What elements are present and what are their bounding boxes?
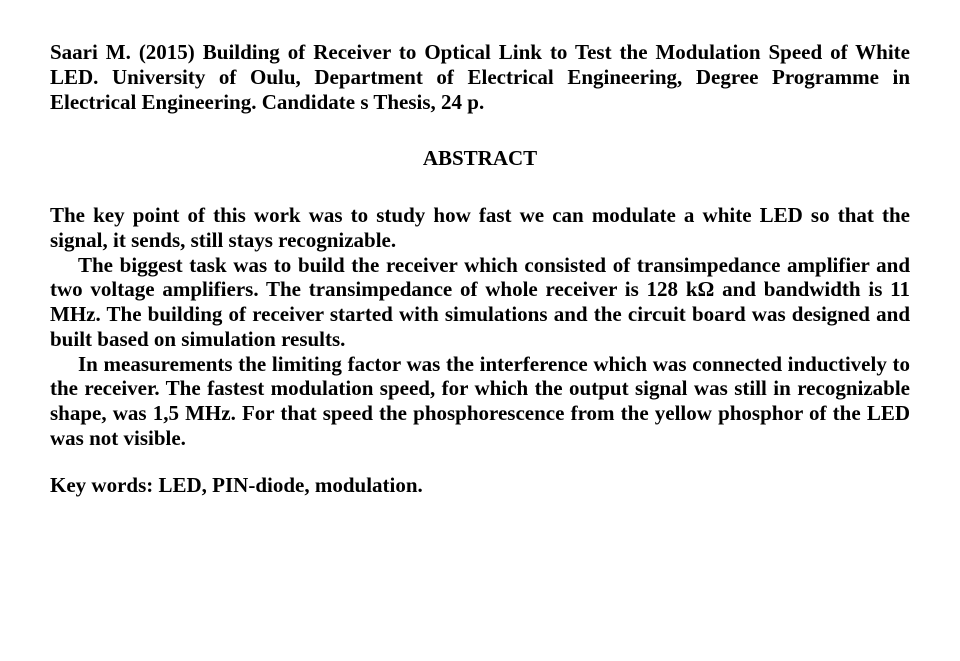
- abstract-paragraph-1: The key point of this work was to study …: [50, 203, 910, 253]
- abstract-paragraph-3: In measurements the limiting factor was …: [50, 352, 910, 451]
- keywords-line: Key words: LED, PIN-diode, modulation.: [50, 473, 910, 498]
- citation-line: Saari M. (2015) Building of Receiver to …: [50, 40, 910, 114]
- abstract-paragraph-2: The biggest task was to build the receiv…: [50, 253, 910, 352]
- abstract-heading: ABSTRACT: [50, 146, 910, 171]
